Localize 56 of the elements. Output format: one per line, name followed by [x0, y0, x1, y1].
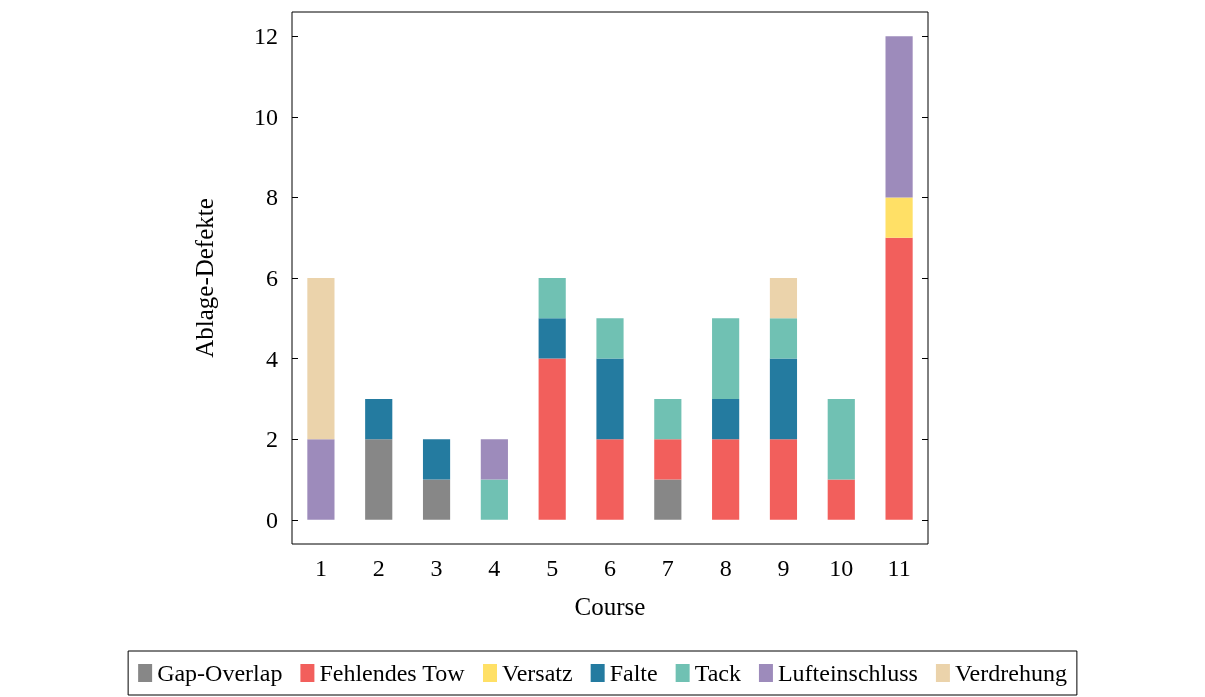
legend-label: Lufteinschluss	[777, 660, 918, 686]
legend-label: Tack	[694, 660, 741, 686]
y-axis-title: Ablage-Defekte	[191, 198, 218, 358]
y-tick-label: 10	[254, 103, 278, 130]
x-tick-label: 2	[372, 555, 385, 581]
x-tick-label: 8	[719, 555, 732, 581]
bar	[538, 318, 566, 359]
bar	[422, 439, 451, 480]
y-tick-label: 2	[266, 426, 278, 453]
x-tick-label: 3	[430, 555, 443, 581]
y-tick-label: 0	[266, 506, 278, 533]
bar	[712, 398, 740, 440]
bar	[538, 358, 566, 520]
y-tick-label: 8	[266, 184, 278, 211]
x-tick-label: 10	[829, 555, 854, 581]
x-tick-label: 5	[546, 555, 559, 581]
x-tick-label: 1	[314, 555, 327, 581]
bar	[596, 318, 624, 359]
bar	[769, 278, 798, 319]
bar	[769, 439, 798, 520]
bar	[827, 479, 855, 520]
legend-label: Falte	[609, 660, 658, 686]
bar	[885, 237, 913, 520]
bar	[538, 278, 566, 319]
y-tick-label: 12	[254, 23, 278, 50]
bar	[596, 439, 624, 520]
bar	[654, 398, 682, 440]
bar	[712, 318, 740, 399]
y-tick-label: 6	[266, 265, 278, 291]
x-tick-label: 9	[777, 555, 790, 581]
bar	[769, 358, 798, 440]
bar	[365, 398, 393, 440]
bar	[307, 278, 335, 440]
legend-label: Versatz	[502, 660, 573, 686]
legend-label: Verdrehung	[954, 660, 1067, 686]
legend-label: Gap-Overlap	[157, 660, 283, 686]
legend-label: Fehlendes Tow	[319, 660, 466, 686]
bar	[712, 439, 740, 520]
bar	[885, 197, 913, 238]
bar	[654, 439, 682, 480]
bar	[422, 479, 451, 520]
x-tick-label: 11	[887, 555, 911, 581]
x-axis-title: Course	[574, 593, 646, 620]
x-tick-label: 4	[488, 555, 501, 581]
bar	[480, 479, 508, 520]
bar	[596, 358, 624, 440]
y-tick-label: 4	[266, 345, 278, 372]
bar	[307, 439, 335, 520]
bar	[885, 36, 913, 198]
bar	[365, 439, 393, 520]
bar	[480, 439, 508, 480]
bar	[654, 479, 682, 520]
bar	[769, 318, 798, 359]
x-tick-label: 7	[661, 555, 674, 581]
bar	[827, 398, 855, 480]
x-tick-label: 6	[604, 555, 616, 581]
